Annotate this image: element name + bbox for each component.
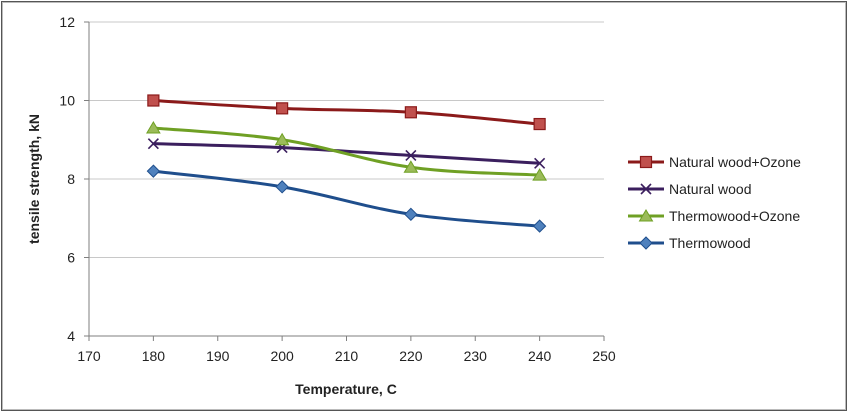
data-point <box>274 132 290 146</box>
y-tick-label: 4 <box>67 328 75 344</box>
x-stroke <box>640 183 652 195</box>
legend-label: Natural wood <box>669 181 752 197</box>
y-tick-label: 8 <box>67 171 75 187</box>
data-point <box>534 157 546 169</box>
legend-item: Thermowood <box>628 235 751 251</box>
x-tick-label: 200 <box>270 348 294 364</box>
x-tick-label: 170 <box>77 348 101 364</box>
legend-marker <box>639 155 653 169</box>
series-1 <box>147 138 546 169</box>
data-point <box>404 106 417 119</box>
series-2 <box>145 120 548 181</box>
data-point <box>145 120 161 134</box>
legend-item: Natural wood+Ozone <box>628 154 801 170</box>
x-tick-label: 230 <box>464 348 488 364</box>
legend-item: Thermowood+Ozone <box>628 208 800 224</box>
legend-label: Thermowood+Ozone <box>669 208 800 224</box>
x-tick-label: 180 <box>142 348 166 364</box>
series-line <box>153 169 540 228</box>
series-line <box>153 99 540 126</box>
axes <box>84 21 605 341</box>
legend-marker <box>638 209 654 222</box>
x-stroke <box>534 157 546 169</box>
data-point <box>147 138 159 150</box>
data-point <box>403 160 419 173</box>
series-line <box>153 142 540 165</box>
data-point <box>404 207 418 222</box>
legend-marker <box>640 183 652 195</box>
legend-item: Natural wood <box>628 181 752 197</box>
x-axis-label: Temperature, C <box>295 381 397 397</box>
x-tick-label: 250 <box>592 348 616 364</box>
series-group <box>145 94 548 233</box>
data-point <box>275 180 289 194</box>
data-point <box>532 168 548 181</box>
data-point <box>276 102 289 115</box>
series-line <box>153 126 540 177</box>
x-tick-label: 190 <box>206 348 230 364</box>
y-tick-labels: 4 6 8 10 12 <box>59 14 75 344</box>
data-point <box>405 149 417 162</box>
x-tick-labels: 170 180 190 200 210 220 230 240 250 <box>77 348 616 364</box>
y-tick-label: 12 <box>59 14 75 30</box>
data-point <box>532 219 547 233</box>
x-tick-label: 210 <box>335 348 359 364</box>
legend-label: Natural wood+Ozone <box>669 154 801 170</box>
data-point <box>147 94 160 107</box>
data-point <box>146 164 161 178</box>
series-3 <box>146 164 547 233</box>
x-tick-label: 240 <box>528 348 552 364</box>
series-0 <box>147 94 546 131</box>
legend: Natural wood+Ozone Natural wood Thermowood… <box>628 154 801 251</box>
y-tick-label: 6 <box>67 250 75 266</box>
x-stroke <box>405 149 417 162</box>
y-tick-label: 10 <box>59 93 75 109</box>
grid-lines <box>89 21 604 258</box>
x-tick-label: 220 <box>399 348 423 364</box>
data-point <box>533 117 546 131</box>
legend-marker <box>639 236 653 250</box>
x-stroke <box>147 138 159 150</box>
y-axis-label: tensile strength, kN <box>26 114 42 244</box>
legend-label: Thermowood <box>669 235 751 251</box>
